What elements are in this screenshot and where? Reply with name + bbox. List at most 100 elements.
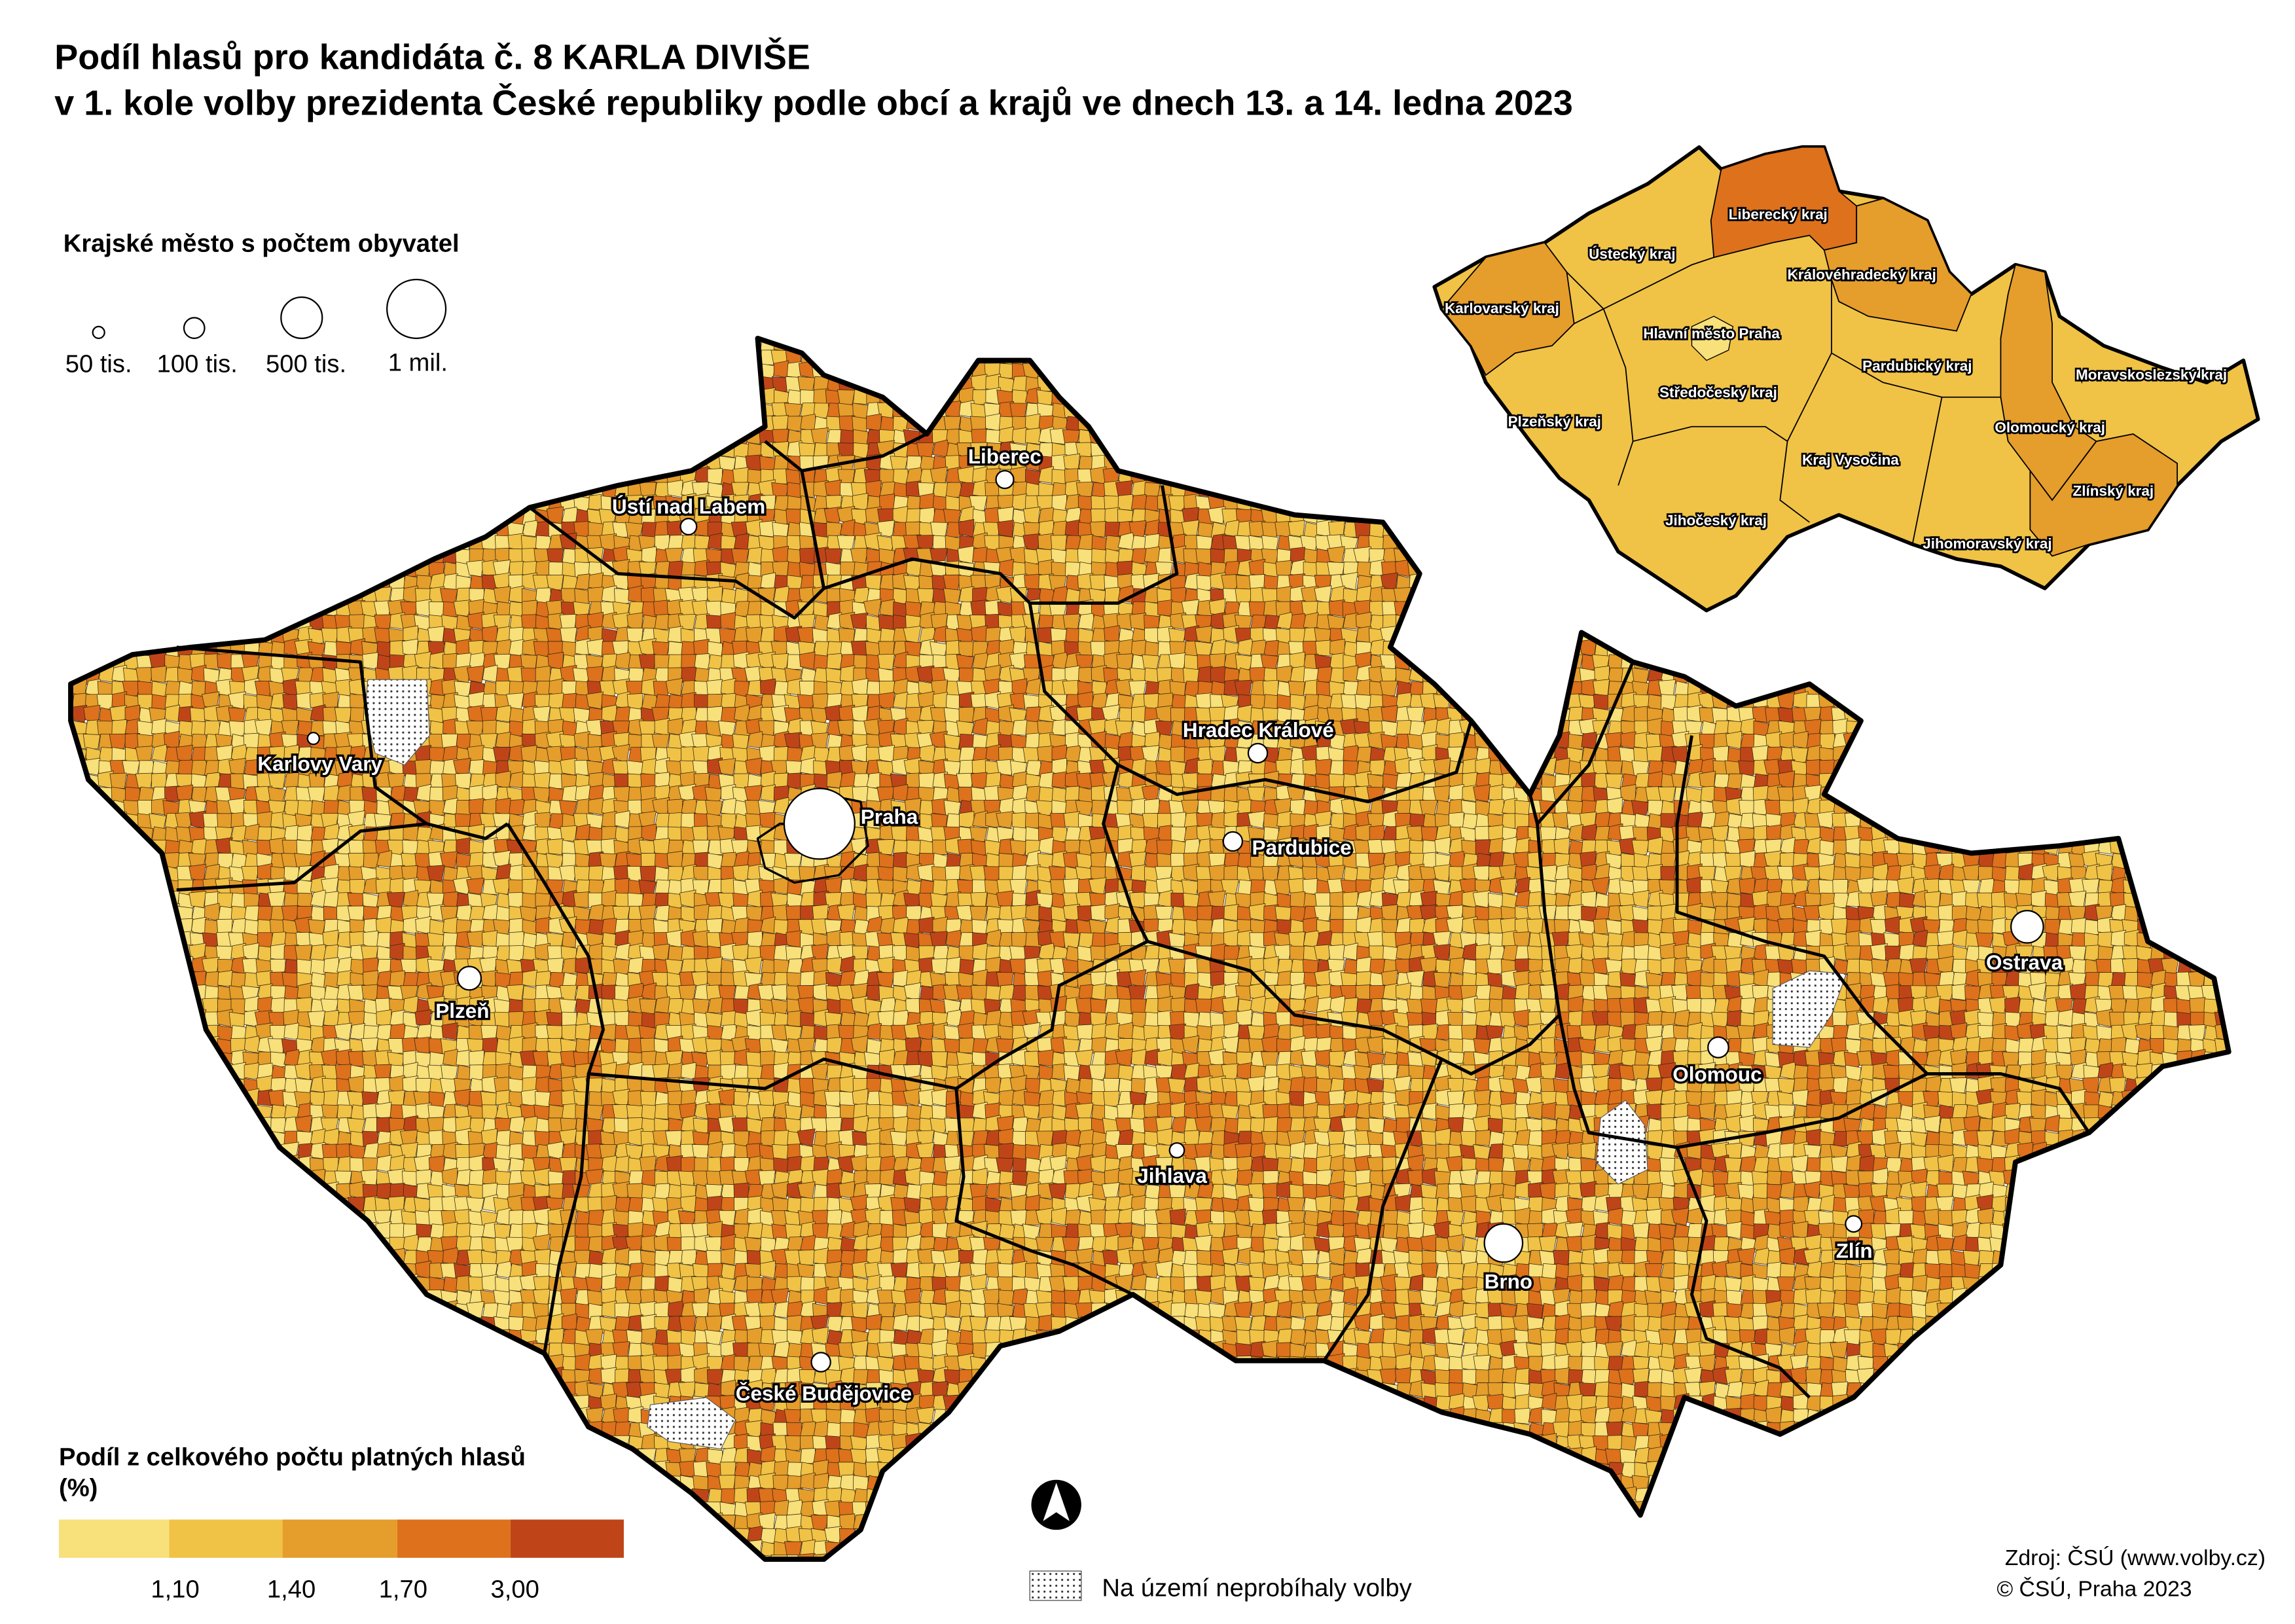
municipality-cell	[1009, 338, 1028, 339]
municipality-cell	[932, 362, 949, 378]
municipality-cell	[1819, 626, 1837, 643]
municipality-cell	[2214, 534, 2229, 550]
municipality-cell	[175, 562, 193, 579]
municipality-cell	[71, 495, 90, 512]
municipality-cell	[2216, 468, 2229, 484]
municipality-cell	[1276, 456, 1293, 472]
municipality-cell	[1156, 403, 1173, 419]
municipality-cell	[1197, 338, 1214, 340]
municipality-cell	[267, 429, 286, 447]
municipality-cell	[587, 427, 604, 445]
municipality-cell	[70, 469, 88, 486]
municipality-cell	[1196, 338, 1213, 353]
municipality-cell	[879, 494, 895, 511]
municipality-cell	[2187, 691, 2206, 710]
municipality-cell	[1475, 493, 1492, 511]
municipality-cell	[1449, 522, 1467, 537]
municipality-cell	[1369, 376, 1387, 392]
municipality-cell	[1025, 427, 1041, 445]
municipality-cell	[1515, 614, 1532, 632]
municipality-cell	[706, 388, 723, 405]
municipality-cell	[1859, 654, 1876, 671]
municipality-cell	[1077, 363, 1096, 381]
municipality-cell	[1129, 613, 1147, 630]
municipality-cell	[1343, 363, 1359, 380]
municipality-cell	[360, 456, 379, 474]
municipality-cell	[1288, 482, 1305, 498]
municipality-cell	[1805, 601, 1822, 618]
municipality-cell	[71, 588, 88, 605]
municipality-cell	[111, 628, 128, 645]
municipality-cell	[482, 467, 500, 484]
municipality-cell	[1631, 601, 1650, 619]
municipality-cell	[2016, 628, 2034, 646]
municipality-cell	[2163, 338, 2182, 352]
municipality-cell	[971, 428, 988, 445]
municipality-cell	[151, 454, 169, 471]
municipality-cell	[1515, 495, 1533, 512]
municipality-cell	[1210, 388, 1227, 405]
municipality-cell	[2123, 562, 2140, 579]
municipality-cell	[2110, 548, 2126, 566]
municipality-cell	[1976, 681, 1994, 699]
municipality-cell	[1898, 694, 1917, 711]
municipality-cell	[1727, 678, 1744, 696]
municipality-cell	[1314, 492, 1332, 511]
municipality-cell	[1462, 403, 1477, 418]
municipality-cell	[573, 442, 590, 461]
municipality-cell	[1222, 389, 1239, 408]
municipality-cell	[175, 456, 193, 472]
municipality-cell	[1515, 666, 1531, 683]
municipality-cell	[1713, 665, 1730, 683]
municipality-cell	[1674, 654, 1690, 670]
municipality-cell	[2031, 693, 2050, 710]
municipality-cell	[1237, 338, 1255, 352]
municipality-cell	[1859, 640, 1877, 657]
municipality-cell	[1991, 573, 2008, 590]
municipality-cell	[824, 548, 842, 564]
municipality-cell	[2069, 628, 2087, 645]
municipality-cell	[242, 588, 260, 607]
municipality-cell	[1434, 614, 1451, 632]
municipality-cell	[124, 338, 141, 352]
municipality-cell	[1910, 561, 1928, 580]
municipality-cell	[932, 338, 950, 339]
municipality-cell	[1156, 374, 1173, 392]
municipality-cell	[1566, 547, 1583, 564]
municipality-cell	[1846, 614, 1862, 631]
municipality-cell	[509, 469, 527, 487]
municipality-cell	[573, 403, 590, 421]
municipality-cell	[149, 628, 167, 643]
municipality-cell	[336, 467, 353, 484]
municipality-cell	[496, 680, 511, 696]
municipality-cell	[2188, 338, 2206, 355]
municipality-cell	[1488, 468, 1506, 484]
municipality-cell	[681, 666, 697, 683]
municipality-cell	[1485, 667, 1504, 685]
municipality-cell	[1449, 453, 1465, 471]
municipality-cell	[601, 338, 619, 340]
municipality-cell	[98, 519, 116, 537]
municipality-cell	[853, 338, 869, 339]
municipality-cell	[1276, 403, 1292, 422]
municipality-cell	[110, 492, 127, 511]
municipality-cell	[1460, 612, 1477, 630]
municipality-cell	[269, 562, 286, 579]
municipality-cell	[1978, 574, 1994, 590]
municipality-cell	[2110, 705, 2127, 723]
municipality-cell	[1144, 400, 1160, 418]
municipality-cell	[707, 403, 725, 420]
municipality-cell	[416, 494, 433, 511]
municipality-cell	[1260, 416, 1279, 431]
municipality-cell	[1700, 666, 1717, 683]
municipality-cell	[1461, 575, 1477, 590]
municipality-cell	[1356, 479, 1374, 498]
municipality-cell	[588, 389, 604, 408]
municipality-cell	[1872, 588, 1890, 604]
municipality-cell	[1064, 338, 1083, 352]
municipality-cell	[2084, 681, 2103, 699]
municipality-cell	[1513, 679, 1530, 696]
municipality-cell	[1355, 467, 1372, 484]
municipality-cell	[310, 469, 329, 486]
